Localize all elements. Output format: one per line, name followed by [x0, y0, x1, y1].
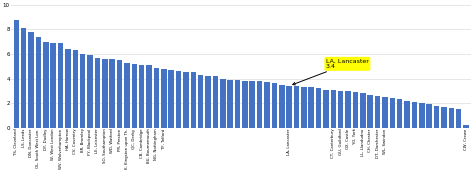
Bar — [375, 96, 380, 128]
Bar — [427, 104, 432, 128]
Bar — [58, 43, 64, 128]
Bar — [301, 87, 307, 128]
Bar — [360, 93, 365, 128]
Bar — [191, 72, 196, 128]
Bar — [139, 65, 145, 128]
Bar — [228, 80, 233, 128]
Bar — [102, 59, 108, 128]
Bar — [131, 64, 137, 128]
Bar — [198, 75, 203, 128]
Bar — [14, 20, 19, 128]
Bar — [346, 91, 351, 128]
Bar — [168, 70, 174, 128]
Bar — [161, 69, 166, 128]
Bar — [397, 99, 402, 128]
Bar — [80, 54, 85, 128]
Bar — [279, 85, 284, 128]
Bar — [124, 63, 130, 128]
Bar — [109, 59, 115, 128]
Bar — [419, 103, 425, 128]
Bar — [176, 71, 181, 128]
Bar — [264, 82, 270, 128]
Bar — [404, 101, 410, 128]
Bar — [434, 106, 439, 128]
Bar — [463, 125, 469, 128]
Bar — [338, 91, 344, 128]
Bar — [235, 80, 240, 128]
Bar — [456, 109, 462, 128]
Bar — [183, 72, 189, 128]
Bar — [21, 28, 27, 128]
Bar — [316, 88, 321, 128]
Bar — [286, 86, 292, 128]
Bar — [249, 81, 255, 128]
Bar — [309, 87, 314, 128]
Bar — [353, 92, 358, 128]
Bar — [441, 107, 447, 128]
Bar — [73, 50, 78, 128]
Bar — [213, 76, 218, 128]
Bar — [95, 58, 100, 128]
Bar — [382, 97, 388, 128]
Bar — [36, 37, 41, 128]
Bar — [323, 90, 329, 128]
Bar — [28, 32, 34, 128]
Bar — [50, 43, 56, 128]
Bar — [390, 98, 395, 128]
Bar — [205, 76, 211, 128]
Bar — [272, 83, 277, 128]
Bar — [448, 108, 454, 128]
Bar — [117, 60, 122, 128]
Bar — [65, 49, 71, 128]
Bar — [294, 86, 299, 128]
Bar — [412, 102, 417, 128]
Bar — [257, 81, 263, 128]
Bar — [87, 55, 93, 128]
Bar — [330, 90, 336, 128]
Bar — [154, 67, 159, 128]
Bar — [43, 42, 48, 128]
Text: LA, Lancaster
3.4: LA, Lancaster 3.4 — [293, 58, 369, 85]
Bar — [146, 65, 152, 128]
Bar — [220, 79, 226, 128]
Bar — [367, 95, 373, 128]
Bar — [242, 81, 247, 128]
